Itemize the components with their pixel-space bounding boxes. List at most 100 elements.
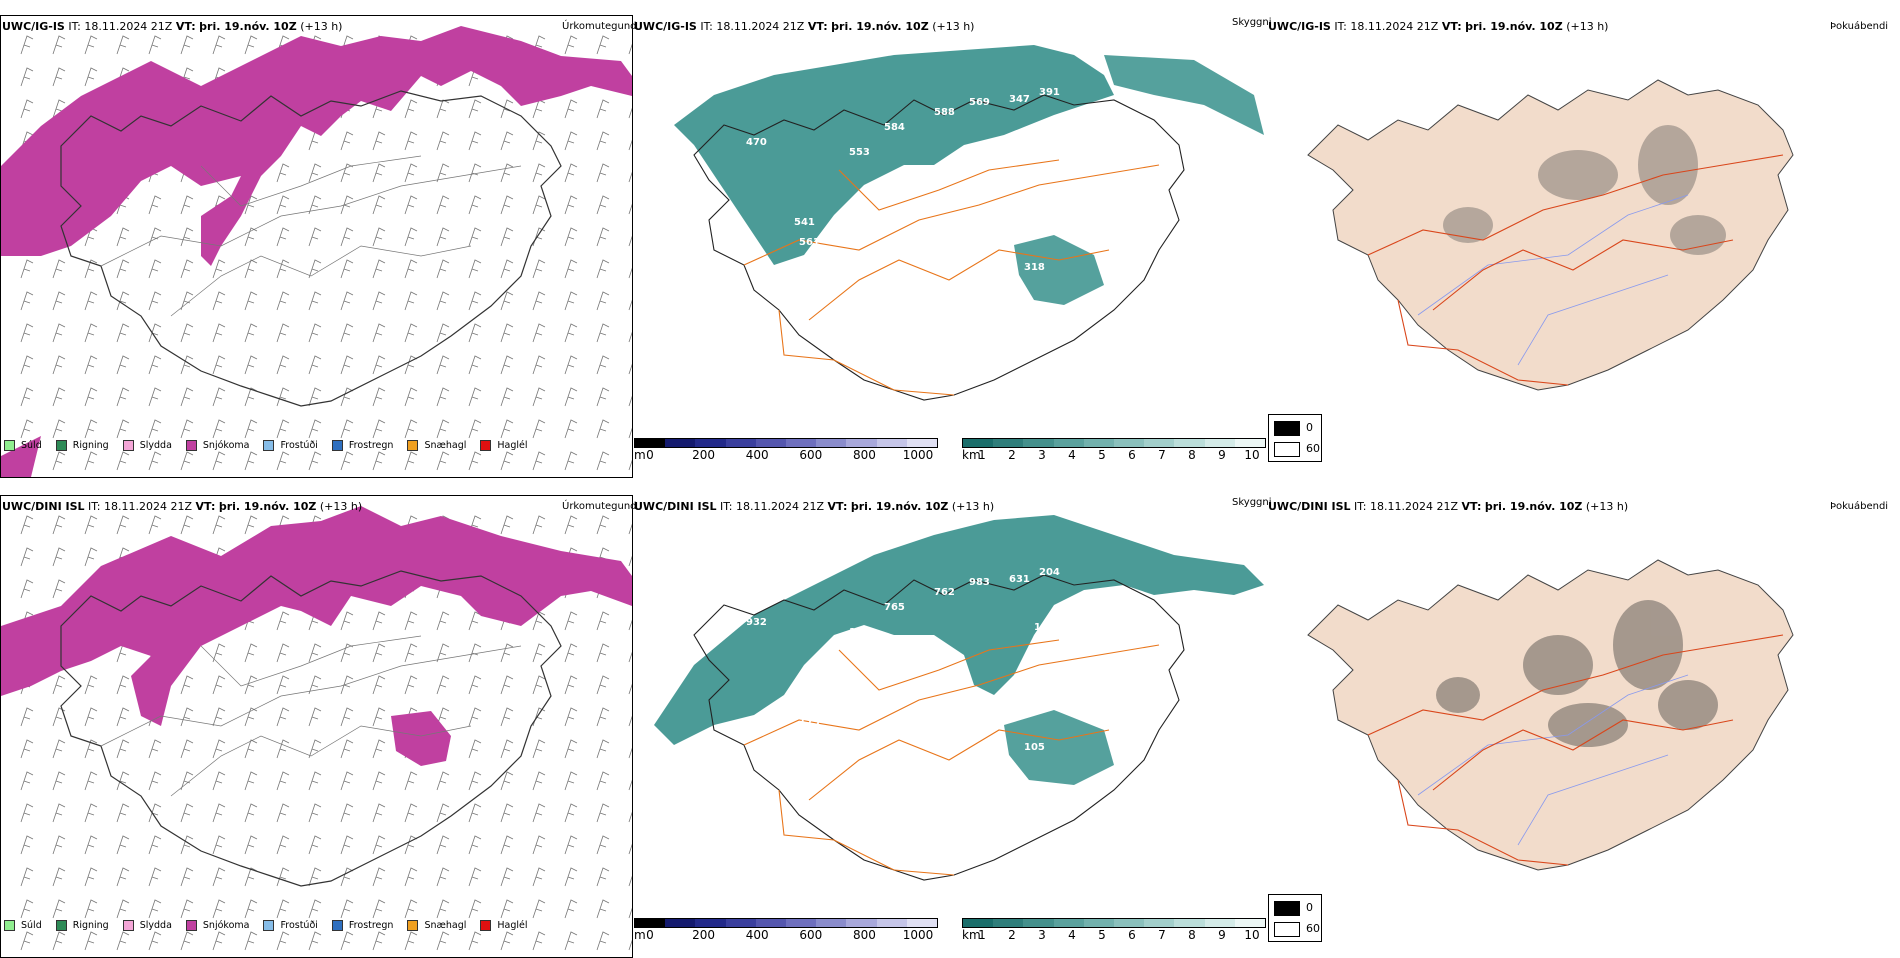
wind-barb [596,323,610,343]
wind-barb [244,707,258,727]
lead-time: (+13 h) [1585,500,1629,513]
wind-barb [84,419,98,439]
it-label: IT: [88,500,101,513]
wind-barb [468,739,482,759]
wind-barb [20,867,34,887]
wind-barb [84,451,98,471]
wind-barb [308,675,322,695]
colorbar-tick-label: 7 [1158,448,1166,462]
wind-barb [468,899,482,919]
wind-barb [212,387,226,407]
wind-barb [84,291,98,311]
wind-barb [628,459,632,471]
wind-barb [116,803,130,823]
wind-barb [52,899,66,919]
precip-type-label: Úrkomutegund [562,21,637,32]
wind-barb [340,867,354,887]
wind-barb [148,355,162,375]
colorbar-segment [846,919,877,927]
colorbar-unit: m [634,448,646,462]
wind-barb [628,43,632,55]
wind-barb [404,451,418,471]
wind-barb [180,835,194,855]
vt-label: VT: [827,500,848,513]
wind-barb [596,259,610,279]
wind-barb [436,451,450,471]
wind-barb [52,259,66,279]
wind-barb [244,259,258,279]
cloud-key-black-swatch [1274,901,1300,916]
wind-barb [596,739,610,759]
wind-barb [308,835,322,855]
wind-barb [404,355,418,375]
precip-type-label: Úrkomutegund [562,501,637,512]
wind-barb [532,867,546,887]
low-visibility-area-2 [1004,710,1114,785]
precip-type-map-svg [1,26,632,477]
colorbar-segment [755,919,787,927]
cloud-key: 0 60 [1268,414,1322,462]
wind-barb [628,331,632,343]
wind-barb [532,259,546,279]
wind-barb [372,259,386,279]
legend-item-0: Súld [4,920,42,931]
legend-item-3: Snjókoma [185,920,249,931]
wind-barb [532,163,546,183]
wind-barb [276,291,290,311]
wind-barb [276,643,290,663]
model-name: UWC/IG-IS [2,20,65,33]
wind-barb [436,899,450,919]
wind-barb [404,387,418,407]
legend-item-5: Frostregn [331,920,393,931]
precip-title: UWC/IG-IS IT: 18.11.2024 21Z VT: þri. 19… [2,20,342,33]
wind-barb [500,259,514,279]
fog-map-svg [1307,559,1794,871]
wind-barb [116,707,130,727]
wind-barb [244,771,258,791]
wind-barb [116,35,130,55]
wind-barb [20,419,34,439]
colorbar-segment [816,919,847,927]
wind-barb [180,355,194,375]
cloud-key-white-swatch [1274,922,1300,937]
wind-barb [148,899,162,919]
wind-barb [20,355,34,375]
colorbar-segment [816,439,847,447]
wind-barb [500,131,514,151]
wind-barb [628,811,632,823]
fog-rivers [1417,674,1689,846]
wind-barb [372,771,386,791]
wind-barb [468,291,482,311]
wind-barb [532,707,546,727]
iceland-outline [693,574,1185,881]
cloud-key-white-swatch [1274,442,1300,457]
legend-swatch [4,440,15,451]
iceland-outline [693,94,1185,401]
wind-barb [404,195,418,215]
wind-barb [52,739,66,759]
legend-label: Snæhagl [424,440,467,451]
wind-barb [116,323,130,343]
wind-barb [244,675,258,695]
precip-type-map-svg [1,506,632,951]
wind-barb [308,323,322,343]
colorbar-tick-label: 800 [852,448,876,462]
wind-barb [340,291,354,311]
legend-item-6: Snæhagl [407,920,466,931]
ceiling-value-label: 569 [969,97,990,108]
precip-legend: Súld Rigning Slydda Snjókoma Frostúði Frostre… [4,920,542,931]
snow-area-east [391,711,451,766]
wind-barb [532,803,546,823]
low-visibility-area-3 [1104,55,1264,135]
legend-label: Frostúði [280,440,318,451]
wind-barb [148,35,162,55]
wind-barb [180,419,194,439]
legend-item-0: Súld [4,440,42,451]
visibility-colorbar-labels: km 1 2 3 4 5 6 7 8 9 10 [962,448,1266,464]
wind-barb [628,363,632,375]
ceiling-labels: 932 765 762 983 631 204 112 187 212 175 105 205 [746,567,1060,753]
vt-label: VT: [1441,20,1462,33]
colorbar-segment [665,439,696,447]
wind-barb [116,419,130,439]
fog-shading [1436,600,1718,747]
